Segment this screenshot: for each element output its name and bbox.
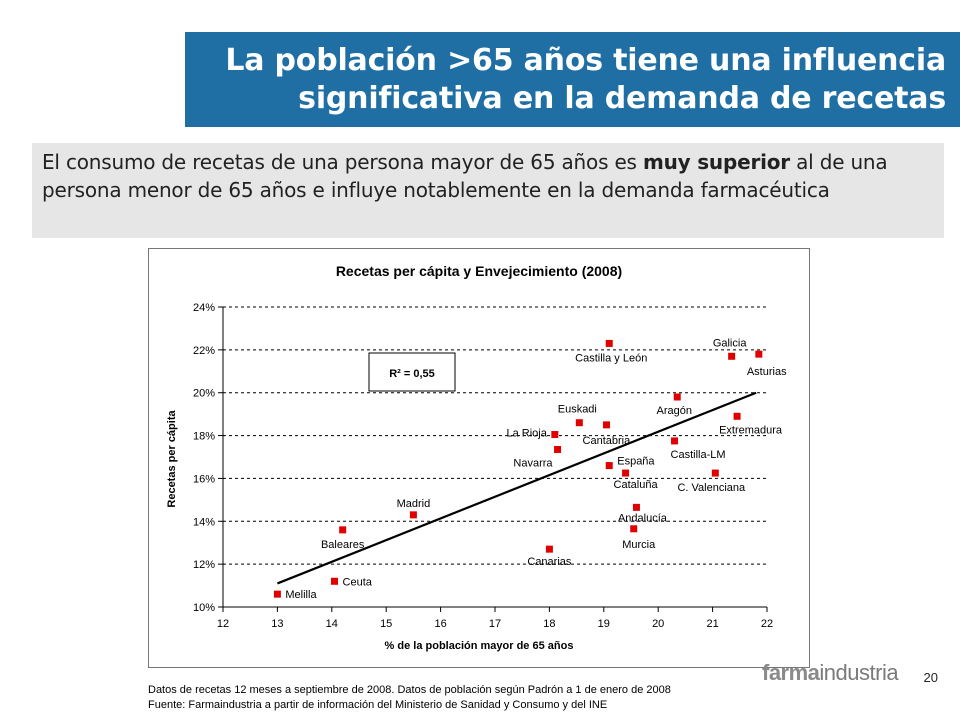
x-axis-label: % de la población mayor de 65 años — [385, 640, 574, 652]
y-tick-label: 22% — [193, 345, 215, 357]
slide-title-line1: La población >65 años tiene una influenc… — [225, 43, 946, 78]
x-tick-label: 22 — [761, 618, 773, 630]
y-tick-label: 20% — [193, 388, 215, 400]
x-tick-label: 15 — [380, 618, 392, 630]
data-label-galicia: Galicia — [713, 337, 748, 349]
data-label-canarias: Canarias — [527, 556, 572, 568]
chart-title: Recetas per cápita y Envejecimiento (200… — [336, 263, 622, 279]
data-label-ceuta: Ceuta — [343, 576, 373, 588]
data-label-cataluna: Cataluña — [614, 479, 659, 491]
chart-frame: Recetas per cápita y Envejecimiento (200… — [148, 248, 810, 668]
data-point-asturias — [755, 350, 763, 358]
trendline — [276, 391, 757, 585]
data-point-la-rioja — [551, 431, 559, 438]
brand-logo: farmaindustria — [762, 660, 899, 686]
x-tick-label: 18 — [543, 618, 555, 630]
data-point-aragon — [673, 393, 681, 401]
x-tick-label: 21 — [706, 618, 718, 630]
data-point-euskadi — [575, 419, 583, 427]
data-point-melilla — [273, 590, 281, 598]
data-point-extremadura — [733, 412, 741, 420]
footnote-credit: Fuente: Farmaindustria a partir de infor… — [148, 699, 608, 711]
data-point-c-valenciana — [711, 469, 719, 477]
data-point-canarias — [545, 545, 553, 553]
data-label-castilla-lm: Castilla-LM — [671, 449, 726, 461]
data-label-euskadi: Euskadi — [558, 404, 597, 416]
data-point-cataluna — [622, 469, 630, 477]
summary-emphasis: muy superior — [642, 150, 790, 174]
data-label-melilla: Melilla — [285, 589, 317, 601]
brand-logo-part2: industria — [819, 660, 899, 685]
y-tick-label: 16% — [193, 473, 215, 485]
footnote-data-source: Datos de recetas 12 meses a septiembre d… — [148, 684, 671, 696]
data-label-castilla-y-leon: Castilla y León — [575, 352, 647, 364]
summary-part2: al de una persona menor de 65 años e inf… — [42, 150, 888, 202]
data-label-c-valenciana: C. Valenciana — [677, 482, 746, 494]
data-point-castilla-lm — [671, 437, 679, 445]
summary-text: El consumo de recetas de una persona may… — [42, 148, 932, 204]
slide-title-line2: significativa en la demanda de recetas — [298, 81, 946, 116]
brand-logo-part1: farma — [762, 660, 820, 685]
x-tick-label: 14 — [326, 618, 338, 630]
x-tick-label: 20 — [652, 618, 664, 630]
y-tick-label: 14% — [193, 516, 215, 528]
data-point-madrid — [409, 511, 417, 519]
r2-label: R² = 0,55 — [389, 368, 435, 380]
data-label-baleares: Baleares — [321, 539, 365, 551]
y-tick-label: 24% — [193, 302, 215, 314]
scatter-chart: Recetas per cápita y Envejecimiento (200… — [166, 263, 787, 652]
y-tick-label: 18% — [193, 431, 215, 443]
data-label-aragon: Aragón — [656, 405, 691, 417]
y-tick-label: 10% — [193, 602, 215, 614]
summary-box: El consumo de recetas de una persona may… — [32, 143, 944, 238]
data-point-navarra — [554, 446, 562, 453]
data-label-extremadura: Extremadura — [719, 424, 783, 436]
data-label-asturias: Asturias — [747, 366, 787, 378]
y-tick-label: 12% — [193, 559, 215, 571]
data-label-espana: España — [617, 456, 655, 468]
data-point-baleares — [339, 526, 347, 534]
data-label-la-rioja: La Rioja — [506, 428, 547, 440]
y-axis-label: Recetas per cápita — [166, 410, 178, 508]
x-tick-label: 17 — [489, 618, 501, 630]
data-point-galicia — [728, 352, 736, 360]
r2-box — [368, 352, 456, 392]
page-number: 20 — [923, 670, 938, 685]
x-tick-label: 19 — [598, 618, 610, 630]
data-label-navarra: Navarra — [513, 458, 553, 470]
data-point-castilla-y-leon — [605, 339, 613, 347]
x-tick-label: 16 — [434, 618, 446, 630]
title-banner: La población >65 años tiene una influenc… — [185, 32, 960, 127]
data-point-ceuta — [331, 577, 339, 585]
summary-part1: El consumo de recetas de una persona may… — [42, 150, 643, 174]
x-tick-label: 12 — [217, 618, 229, 630]
data-label-andalucia: Andalucía — [618, 512, 668, 524]
data-label-madrid: Madrid — [397, 498, 431, 510]
data-point-andalucia — [632, 503, 640, 511]
data-point-cantabria — [603, 421, 611, 429]
data-label-cantabria: Cantabria — [583, 435, 632, 447]
data-point-murcia — [630, 525, 638, 533]
data-point-espana — [605, 462, 613, 470]
x-tick-label: 13 — [271, 618, 283, 630]
data-label-murcia: Murcia — [622, 539, 656, 551]
